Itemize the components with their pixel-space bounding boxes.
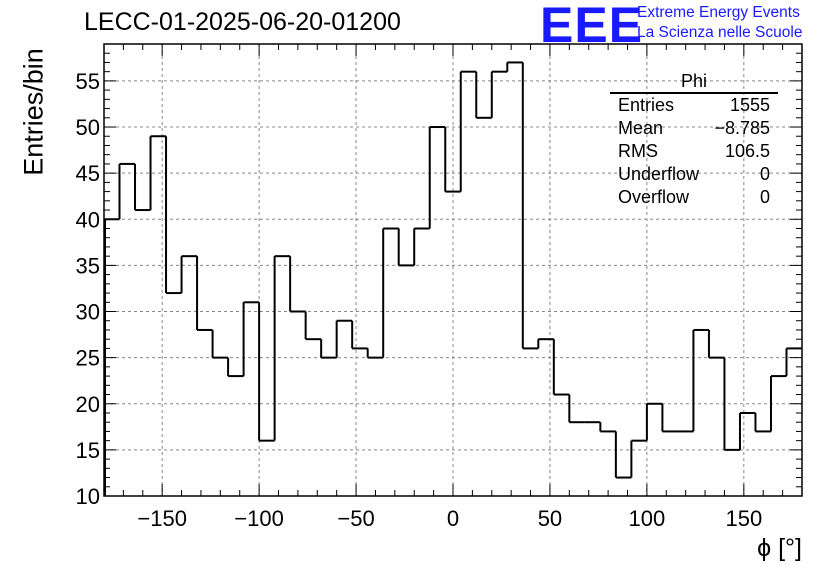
stats-label: Underflow: [618, 164, 700, 184]
chart-title: LECC-01-2025-06-20-01200: [84, 8, 401, 36]
stats-value: 1555: [729, 95, 770, 115]
stats-title: Phi: [610, 70, 778, 94]
y-tick-label: 35: [76, 253, 100, 278]
x-tick-label: 150: [725, 506, 762, 531]
stats-label: RMS: [618, 141, 658, 161]
stats-row-mean: Mean −8.785: [610, 117, 778, 140]
y-tick-label: 40: [76, 207, 100, 232]
x-tick-label: −100: [234, 506, 284, 531]
y-axis-label: Entries/bin: [18, 48, 49, 176]
stats-value: −8.785: [714, 118, 770, 138]
x-tick-label: 100: [629, 506, 666, 531]
stats-label: Mean: [618, 118, 664, 138]
eee-logo: EEE: [540, 0, 644, 53]
y-tick-label: 55: [76, 69, 100, 94]
logo-line-1: Extreme Energy Events: [637, 4, 800, 21]
x-tick-label: 0: [447, 506, 459, 531]
y-tick-label: 45: [76, 161, 100, 186]
x-axis-label: ϕ [°]: [757, 534, 802, 562]
x-tick-label: −50: [337, 506, 374, 531]
stats-label: Overflow: [618, 187, 690, 207]
y-tick-label: 15: [76, 438, 100, 463]
y-tick-label: 20: [76, 392, 100, 417]
x-tick-label: −150: [137, 506, 187, 531]
stats-box: Phi Entries 1555 Mean −8.785 RMS 106.5 U…: [610, 70, 778, 209]
stats-value: 0: [759, 164, 770, 184]
stats-label: Entries: [618, 95, 675, 115]
y-tick-label: 25: [76, 346, 100, 371]
stats-row-rms: RMS 106.5: [610, 140, 778, 163]
stats-row-overflow: Overflow 0: [610, 186, 778, 209]
y-tick-label: 50: [76, 115, 100, 140]
stats-row-underflow: Underflow 0: [610, 163, 778, 186]
stats-value: 106.5: [724, 141, 770, 161]
stats-row-entries: Entries 1555: [610, 94, 778, 117]
x-tick-label: 50: [538, 506, 562, 531]
y-tick-label: 30: [76, 300, 100, 325]
stats-value: 0: [759, 187, 770, 207]
logo-line-2: La Scienza nelle Scuole: [637, 24, 803, 41]
y-tick-label: 10: [76, 484, 100, 509]
